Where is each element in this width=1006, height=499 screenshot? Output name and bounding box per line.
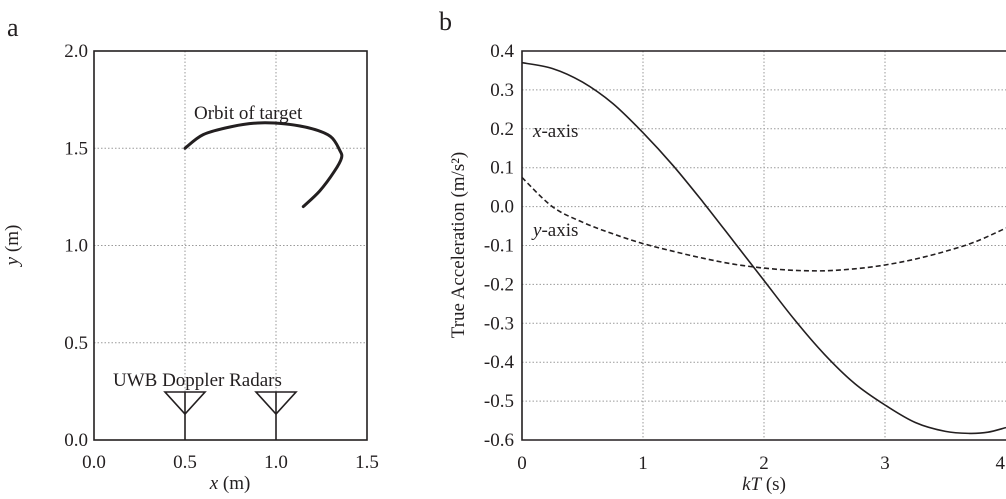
panel-a-grid — [94, 51, 367, 440]
panel-a-y-tick-label: 2.0 — [64, 41, 88, 62]
radar-antennas — [163, 391, 298, 440]
panel-b-y-tick-label: -0.5 — [484, 391, 514, 412]
panel-b-series — [521, 61, 1006, 435]
panel-b-x-tick-label: 4 — [996, 453, 1006, 474]
panel-a-y-ticks: 0.0 0.5 1.0 1.5 2.0 — [64, 41, 88, 451]
panel-a-y-axis-unit: (m) — [2, 225, 23, 257]
panel-b-y-tick-label: 0.1 — [490, 158, 514, 179]
panel-b-x-ticks: 0 1 2 3 4 — [517, 453, 1005, 474]
panel-a-x-axis-var: x — [209, 473, 219, 494]
y-axis-series-label-suffix: -axis — [541, 220, 578, 241]
radars-label: UWB Doppler Radars — [113, 370, 282, 391]
panel-b-x-axis-unit: (s) — [761, 474, 786, 495]
panel-a-x-tick-label: 1.0 — [264, 452, 288, 473]
panel-a-y-tick-label: 1.5 — [64, 138, 88, 159]
panel-a-y-tick-label: 0.0 — [64, 430, 88, 451]
panel-b-y-axis-label: True Acceleration (m/s²) — [448, 152, 469, 339]
panel-a-x-tick-label: 1.5 — [355, 452, 379, 473]
y-axis-acceleration-line — [521, 176, 1006, 272]
panel-b-y-tick-label: 0.0 — [490, 197, 514, 218]
radar-antenna-icon — [163, 391, 207, 440]
panel-a-y-tick-label: 1.0 — [64, 236, 88, 257]
panel-b-y-tick-label: -0.4 — [484, 352, 515, 373]
panel-b-y-tick-label: 0.4 — [490, 41, 514, 62]
panel-b-grid — [522, 51, 1006, 440]
panel-b-y-ticks: 0.4 0.3 0.2 0.1 0.0 -0.1 -0.2 -0.3 -0.4 -0.5 -0.6 — [484, 41, 515, 451]
panel-b-y-tick-label: -0.6 — [484, 430, 514, 451]
panel-b-frame — [521, 50, 1006, 441]
panel-b-y-tick-label: 0.3 — [490, 80, 514, 101]
panel-a-x-tick-label: 0.0 — [82, 452, 106, 473]
y-axis-series-label: y-axis — [531, 220, 578, 241]
radar-antenna-icon — [254, 391, 298, 440]
panel-b-y-tick-label: -0.2 — [484, 274, 514, 295]
panel-a-x-axis-unit: (m) — [218, 473, 250, 494]
panel-b-y-tick-label: -0.1 — [484, 236, 514, 257]
panel-a-y-axis-label: y (m) — [2, 225, 23, 268]
panel-b-label: b — [439, 7, 452, 36]
panel-b-y-tick-label: 0.2 — [490, 119, 514, 140]
y-axis-series-label-var: y — [531, 220, 542, 241]
panel-a-x-axis-label: x (m) — [209, 473, 251, 494]
panel-b-x-tick-label: 2 — [759, 453, 769, 474]
panel-b: b 0 1 2 3 4 0.4 0.3 0.2 0.1 0.0 -0.1 -0.2 -0.3 -0.4 -… — [439, 7, 1006, 495]
panel-b-x-tick-label: 0 — [517, 453, 527, 474]
panel-b-x-tick-label: 3 — [880, 453, 890, 474]
orbit-of-target-label: Orbit of target — [194, 103, 303, 124]
x-axis-series-label-var: x — [532, 121, 542, 142]
panel-a: a 0.0 0.5 1.0 1.5 0.0 0.5 1.0 1.5 2.0 x (m) y (… — [2, 13, 379, 494]
x-axis-series-label: x-axis — [532, 121, 578, 142]
panel-b-x-axis-var: kT — [742, 474, 762, 495]
panel-a-y-tick-label: 0.5 — [64, 333, 88, 354]
x-axis-series-label-suffix: -axis — [541, 121, 578, 142]
panel-b-x-axis-label: kT (s) — [742, 474, 786, 495]
panel-b-y-tick-label: -0.3 — [484, 313, 514, 334]
panel-a-y-axis-var: y — [2, 256, 23, 267]
panel-a-series — [183, 121, 344, 209]
panel-a-x-tick-label: 0.5 — [173, 452, 197, 473]
x-axis-acceleration-line — [521, 61, 1006, 435]
panel-a-x-ticks: 0.0 0.5 1.0 1.5 — [82, 452, 379, 473]
orbit-of-target-line — [183, 121, 344, 209]
panel-b-x-tick-label: 1 — [638, 453, 648, 474]
panel-a-frame — [93, 50, 368, 441]
panel-a-label: a — [7, 13, 19, 42]
